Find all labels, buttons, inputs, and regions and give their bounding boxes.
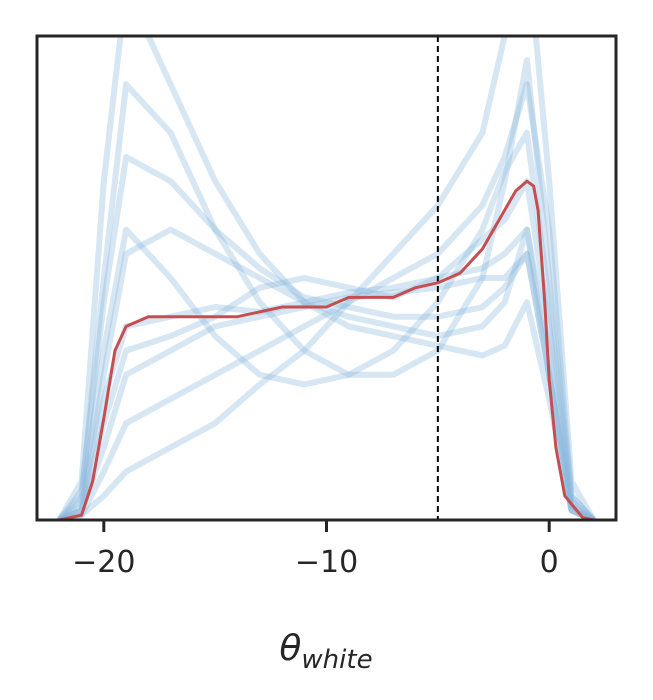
sample-line [57,57,596,520]
x-tick-label: −20 [72,545,135,580]
sample-line [58,178,596,520]
x-axis-label: θwhite [279,628,372,675]
sample-line [58,81,596,520]
x-axis: −20 −10 0 [72,520,559,580]
sample-line [58,36,597,520]
sample-line [58,250,595,520]
plot-area [56,36,597,520]
x-label-symbol: θ [279,628,301,669]
sample-line [56,36,595,520]
x-tick-label: −10 [295,545,358,580]
sample-line [56,154,595,520]
sample-line [57,226,596,520]
x-tick-label: 0 [540,545,559,580]
x-label-subscript: white [301,645,372,675]
mean-line [58,179,595,520]
sample-line [58,226,595,520]
